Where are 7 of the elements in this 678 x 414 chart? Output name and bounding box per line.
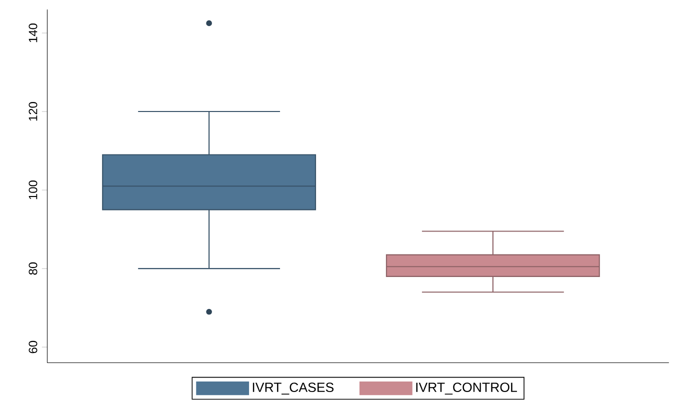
y-tick-label: 60 bbox=[28, 341, 38, 354]
y-tick-label: 100 bbox=[28, 180, 38, 200]
y-tick-label: 80 bbox=[28, 262, 38, 275]
y-tick-label: 140 bbox=[28, 24, 38, 42]
y-tick-label: 120 bbox=[28, 102, 38, 121]
legend-label: IVRT_CONTROL bbox=[416, 382, 517, 395]
legend-label: IVRT_CASES bbox=[252, 382, 334, 395]
